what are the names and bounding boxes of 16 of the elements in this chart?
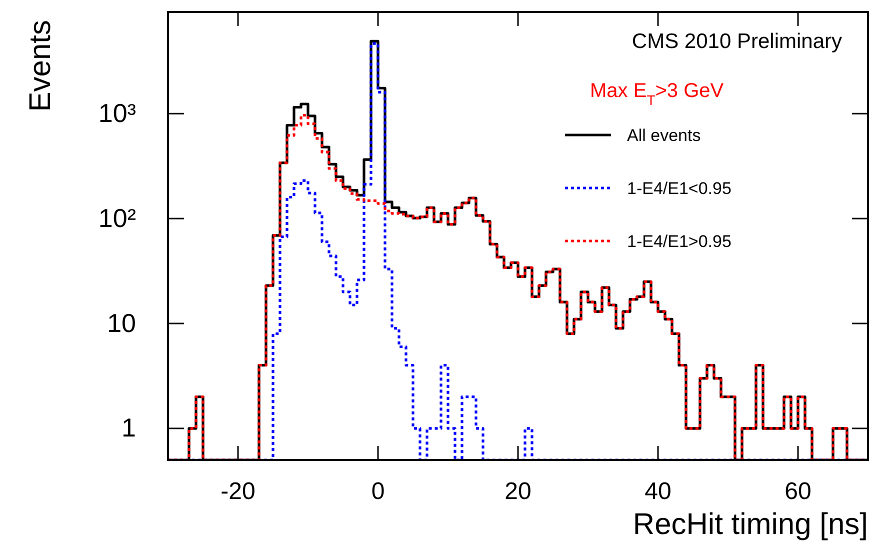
annotation: Max E$_{T}$>3 GeV	[590, 80, 724, 108]
legend-label: 1-E4/E1<0.95	[627, 179, 732, 198]
legend-label: 1-E4/E1>0.95	[627, 232, 732, 251]
x-tick-label: 40	[644, 478, 672, 506]
x-tick-label: -20	[220, 478, 256, 506]
x-tick-label: 0	[371, 478, 385, 506]
y-tick-label: 1	[122, 412, 136, 443]
y-tick-label: 10	[107, 308, 136, 338]
x-axis-title: RecHit timing [ns]	[632, 508, 868, 541]
y-tick-label: 10³	[98, 98, 136, 128]
y-axis-title: Events	[24, 20, 57, 112]
y-tick-label: 10²	[98, 202, 136, 233]
annotation: CMS 2010 Preliminary	[632, 30, 842, 53]
legend-label: All events	[627, 126, 701, 145]
x-tick-label: 20	[504, 478, 532, 506]
x-tick-label: 60	[784, 478, 812, 506]
